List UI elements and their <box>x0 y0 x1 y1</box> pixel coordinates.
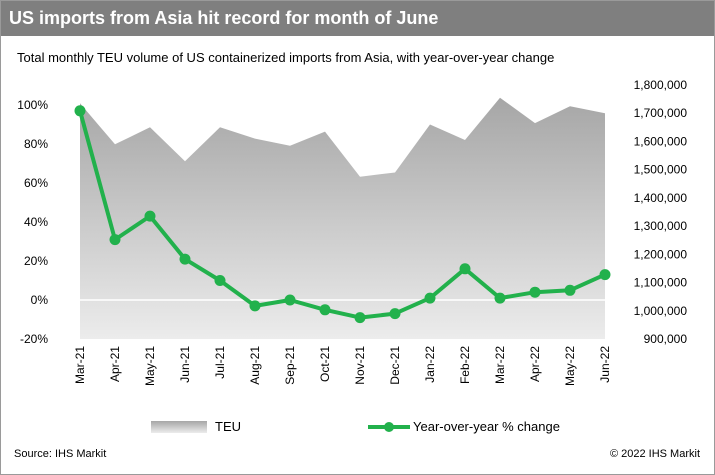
yoy-point <box>424 292 436 304</box>
yoy-point <box>564 284 576 296</box>
yoy-point <box>319 304 331 316</box>
legend-yoy-swatch <box>368 421 410 432</box>
yoy-point <box>354 312 366 324</box>
right-axis-tick-label: 1,200,000 <box>634 247 688 261</box>
yoy-point <box>494 292 506 304</box>
x-axis-tick-label: Mar-21 <box>73 346 87 384</box>
legend-teu-swatch <box>151 420 207 433</box>
yoy-point <box>599 269 611 281</box>
left-axis-tick-label: 0% <box>31 293 49 307</box>
header-bar: US imports from Asia hit record for mont… <box>1 1 714 36</box>
right-axis-tick-label: 1,000,000 <box>634 304 688 318</box>
teu-area <box>80 97 605 339</box>
right-axis-tick-label: 1,800,000 <box>634 78 688 92</box>
yoy-point <box>144 210 156 222</box>
right-axis-tick-label: 1,300,000 <box>634 219 688 233</box>
right-axis-tick-label: 1,100,000 <box>634 276 688 290</box>
x-axis-tick-label: Mar-22 <box>493 346 507 384</box>
yoy-point <box>459 263 471 275</box>
x-axis-tick-label: Jan-22 <box>423 346 437 383</box>
left-axis-tick-label: 40% <box>24 215 48 229</box>
left-axis-tick-label: -20% <box>20 332 48 346</box>
yoy-point <box>109 234 121 246</box>
source-note: Source: IHS Markit <box>14 448 107 460</box>
x-axis-tick-label: Feb-22 <box>458 346 472 384</box>
x-axis-tick-label: Sep-21 <box>283 346 297 385</box>
x-axis-tick-label: May-22 <box>563 346 577 386</box>
copyright-note: © 2022 IHS Markit <box>609 448 700 460</box>
legend-yoy-label: Year-over-year % change <box>413 419 560 434</box>
yoy-point <box>529 286 541 298</box>
left-axis-tick-label: 20% <box>24 254 48 268</box>
legend-teu-label: TEU <box>215 419 241 434</box>
x-axis-tick-label: Jul-21 <box>213 346 227 379</box>
x-axis-tick-label: May-21 <box>143 346 157 386</box>
yoy-point <box>284 294 296 306</box>
chart-title: US imports from Asia hit record for mont… <box>9 8 439 28</box>
x-axis-tick-label: Jun-22 <box>598 346 612 383</box>
yoy-point <box>179 253 191 265</box>
yoy-point <box>74 105 86 117</box>
yoy-point <box>389 308 401 320</box>
legend-teu: TEU <box>151 419 241 434</box>
right-axis-tick-label: 900,000 <box>644 332 688 346</box>
x-axis-tick-label: Dec-21 <box>388 346 402 385</box>
right-axis-tick-label: 1,400,000 <box>634 191 688 205</box>
x-axis-tick-label: Aug-21 <box>248 346 262 385</box>
x-axis-tick-label: Apr-22 <box>528 346 542 382</box>
chart-subtitle: Total monthly TEU volume of US container… <box>17 50 555 65</box>
x-axis-tick-label: Oct-21 <box>318 346 332 382</box>
right-axis-tick-label: 1,700,000 <box>634 106 688 120</box>
x-axis-tick-label: Nov-21 <box>353 346 367 385</box>
left-axis-tick-label: 60% <box>24 176 48 190</box>
right-axis-tick-label: 1,600,000 <box>634 134 688 148</box>
yoy-point <box>214 275 226 286</box>
left-axis-tick-label: 100% <box>17 98 48 112</box>
yoy-line <box>78 110 606 320</box>
left-axis-tick-label: 80% <box>24 137 48 151</box>
right-axis-tick-label: 1,500,000 <box>634 163 688 177</box>
x-axis-tick-label: Apr-21 <box>108 346 122 382</box>
x-axis-tick-label: Jun-21 <box>178 346 192 383</box>
yoy-point <box>249 300 261 312</box>
legend-yoy: Year-over-year % change <box>367 419 560 434</box>
